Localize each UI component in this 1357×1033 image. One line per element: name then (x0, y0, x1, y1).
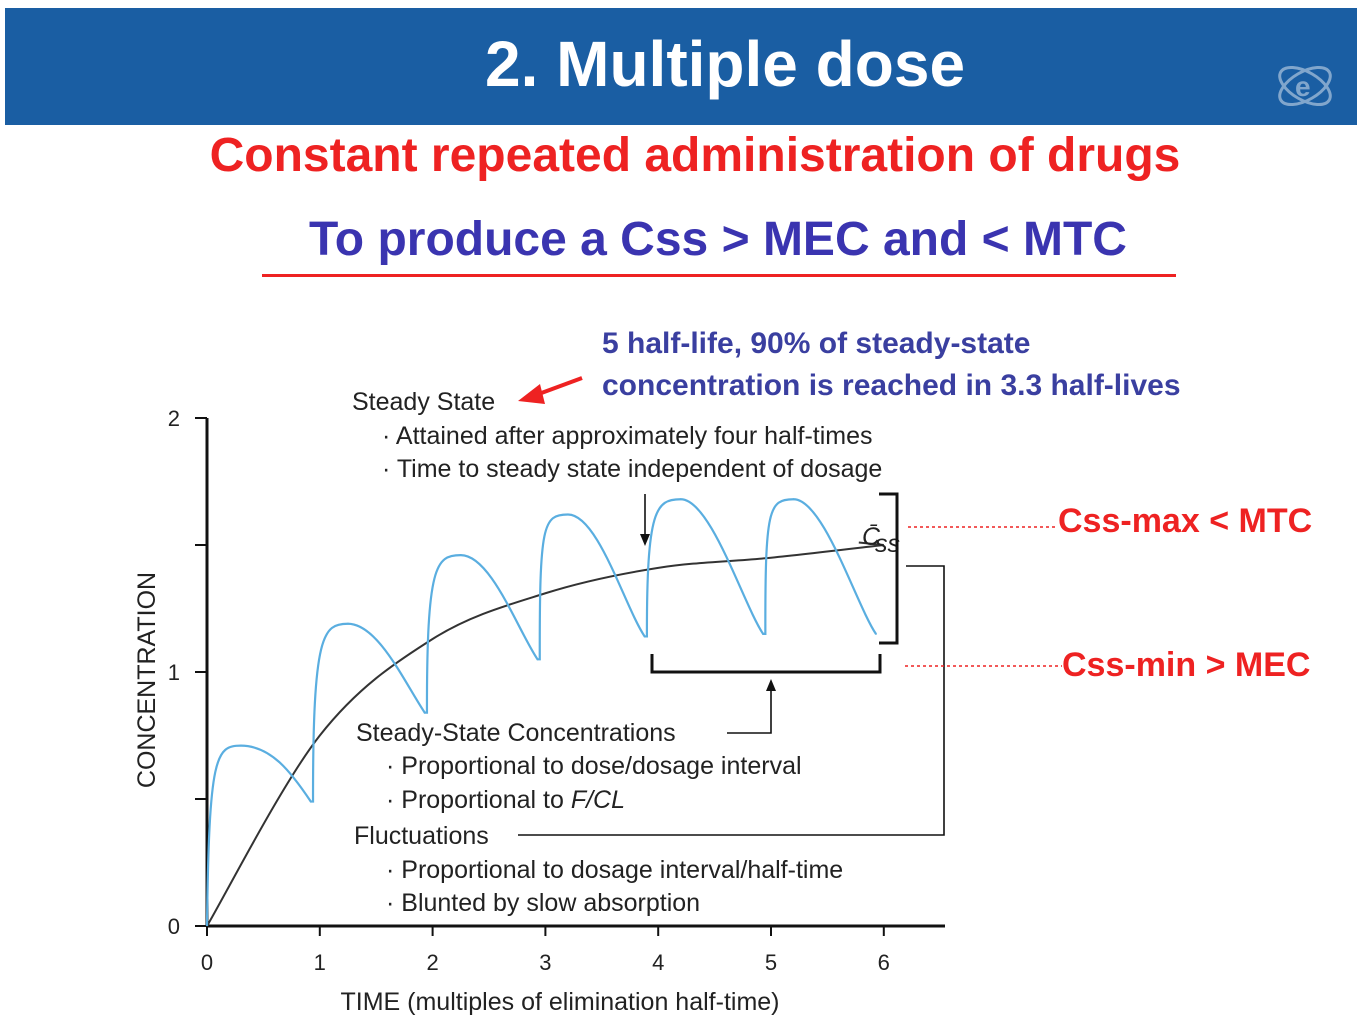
x-tick-label: 1 (314, 950, 326, 975)
trough-point (762, 632, 765, 635)
steady-state-bullet-1: · Attained after approximately four half… (382, 422, 873, 450)
ssc-connector (727, 679, 776, 734)
x-tick-label: 2 (426, 950, 438, 975)
css-max-label: Css-max < MTC (1058, 502, 1312, 540)
css-min-label: Css-min > MEC (1062, 646, 1310, 684)
subtitle-underline (262, 274, 1176, 277)
steady-state-bullet-2: · Time to steady state independent of do… (382, 455, 882, 483)
trough-point (536, 658, 539, 661)
peak-point (679, 498, 682, 501)
svg-text:e: e (1295, 71, 1311, 102)
slide-title: 2. Multiple dose (484, 28, 966, 100)
ssc-bullet-2-prefix: · Proportional to (386, 786, 571, 814)
x-tick-label: 3 (539, 950, 551, 975)
swirl-logo-icon: e (1278, 65, 1332, 107)
fluctuation-connector (518, 565, 945, 836)
steady-state-pointer (640, 494, 650, 546)
ssc-bullet-2: · Proportional to F/CL (386, 786, 625, 814)
subtitle-line2: To produce a Css > MEC and < MTC (309, 213, 1127, 266)
ssc-bullet-2-italic: F/CL (571, 786, 625, 814)
fluctuations-bullet-2: · Blunted by slow absorption (386, 889, 700, 917)
half-life-note-line2: concentration is reached in 3.3 half-liv… (602, 369, 1181, 402)
trough-point (874, 632, 877, 635)
fluctuations-title: Fluctuations (354, 822, 489, 850)
ssc-title: Steady-State Concentrations (356, 719, 676, 747)
subtitle-line1: Constant repeated administration of drug… (209, 129, 1181, 182)
peak-point (792, 498, 795, 501)
mean-concentration-curve (206, 541, 884, 927)
peak-point (239, 744, 242, 747)
plasma-concentration-curve (205, 498, 877, 927)
y-tick-label: 2 (168, 406, 180, 431)
fluctuations-bullet-1: · Proportional to dosage interval/half-t… (386, 856, 843, 884)
red-arrow-icon (518, 376, 583, 404)
header-bar: 2. Multiple dose e (5, 8, 1357, 125)
x-axis-label: TIME (multiples of elimination half-time… (340, 988, 779, 1016)
x-tick-label: 5 (765, 950, 777, 975)
ssc-bullet-1: · Proportional to dose/dosage interval (386, 752, 802, 780)
trough-point (309, 800, 312, 803)
trough-point (643, 635, 646, 638)
steady-state-bracket-horizontal (650, 654, 882, 674)
steady-state-bracket-vertical (879, 492, 899, 645)
y-tick-label: 0 (168, 914, 180, 939)
x-tick-label: 0 (201, 950, 213, 975)
x-tick-label: 6 (878, 950, 890, 975)
x-tick-label: 4 (652, 950, 664, 975)
half-life-note-line1: 5 half-life, 90% of steady-state (602, 327, 1030, 360)
y-tick-label: 1 (168, 660, 180, 685)
steady-state-title: Steady State (352, 388, 495, 416)
y-axis-label: CONCENTRATION (133, 572, 161, 788)
peak-point (459, 554, 462, 557)
peak-point (347, 622, 349, 625)
css-label: C̄ (862, 523, 881, 551)
trough-point (423, 711, 426, 714)
peak-point (566, 513, 569, 516)
